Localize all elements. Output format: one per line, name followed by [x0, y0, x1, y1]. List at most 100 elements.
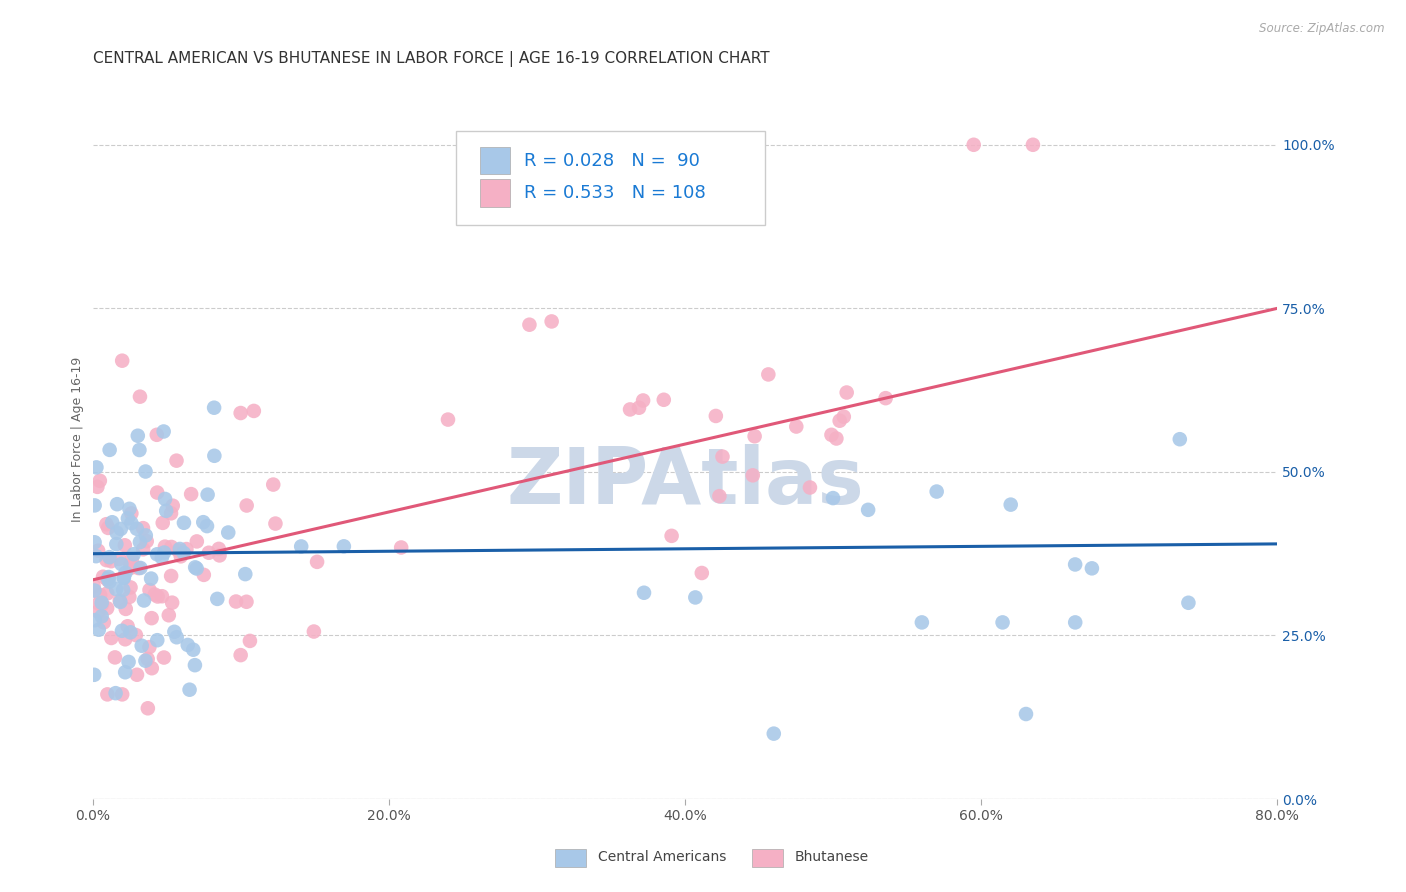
Point — [235, 595, 257, 609]
Point — [1064, 615, 1087, 630]
Point — [184, 560, 207, 574]
Point — [93, 615, 115, 630]
Point — [111, 624, 134, 638]
Point — [120, 507, 142, 521]
Point — [114, 602, 136, 616]
Point — [1081, 561, 1104, 575]
Point — [120, 625, 142, 640]
Point — [160, 569, 183, 583]
Point — [437, 412, 460, 426]
Point — [146, 633, 169, 648]
Point — [111, 353, 134, 368]
Point — [856, 503, 879, 517]
Point — [875, 391, 897, 405]
Point — [821, 491, 844, 505]
Point — [96, 553, 118, 567]
Point — [135, 528, 157, 542]
Point — [208, 549, 231, 563]
Point — [177, 638, 200, 652]
Point — [302, 624, 325, 639]
Point — [131, 639, 153, 653]
Point — [217, 525, 239, 540]
Point — [176, 542, 198, 557]
Text: Central Americans: Central Americans — [598, 850, 725, 864]
Point — [540, 314, 562, 328]
Point — [114, 566, 136, 580]
Point — [389, 541, 412, 555]
Point — [828, 414, 851, 428]
Point — [96, 517, 118, 532]
Point — [167, 543, 190, 558]
Point — [1000, 498, 1022, 512]
Point — [619, 402, 641, 417]
Point — [631, 393, 654, 408]
Point — [135, 465, 157, 479]
Point — [157, 608, 180, 623]
Point — [120, 561, 142, 575]
Bar — [479, 179, 509, 207]
Point — [96, 687, 118, 701]
Point — [685, 591, 707, 605]
Point — [110, 522, 132, 536]
Point — [129, 390, 152, 404]
Point — [170, 549, 193, 564]
Point — [160, 540, 183, 554]
Point — [87, 543, 110, 558]
Point — [98, 550, 121, 565]
Point — [762, 726, 785, 740]
Point — [163, 624, 186, 639]
Point — [136, 652, 159, 666]
Point — [97, 521, 120, 535]
Point — [96, 586, 118, 600]
Point — [333, 539, 356, 553]
Point — [925, 484, 948, 499]
Point — [180, 487, 202, 501]
Point — [627, 401, 650, 415]
Point — [83, 613, 105, 627]
Point — [186, 561, 208, 575]
Point — [744, 429, 766, 443]
Point — [114, 538, 136, 552]
Point — [125, 628, 148, 642]
Point — [90, 609, 112, 624]
Point — [91, 570, 114, 584]
Point — [709, 489, 731, 503]
Point — [112, 571, 135, 585]
Point — [118, 590, 141, 604]
Point — [98, 574, 121, 589]
Bar — [479, 147, 509, 174]
Point — [84, 549, 107, 564]
Point — [108, 593, 131, 607]
Point — [86, 460, 108, 475]
Point — [141, 661, 163, 675]
Point — [83, 499, 105, 513]
Point — [105, 497, 128, 511]
Point — [166, 630, 188, 644]
Point — [104, 686, 127, 700]
Point — [100, 554, 122, 568]
Point — [120, 558, 142, 573]
Point — [184, 658, 207, 673]
Point — [1015, 706, 1038, 721]
Point — [198, 546, 221, 560]
Point — [87, 597, 110, 611]
Point — [97, 572, 120, 586]
Point — [146, 427, 169, 442]
Point — [155, 504, 177, 518]
Point — [202, 449, 225, 463]
Point — [290, 540, 312, 554]
Point — [98, 442, 121, 457]
Point — [264, 516, 287, 531]
Y-axis label: In Labor Force | Age 16-19: In Labor Force | Age 16-19 — [72, 357, 84, 522]
Point — [307, 555, 329, 569]
Point — [153, 650, 176, 665]
Point — [105, 582, 128, 596]
Point — [169, 541, 191, 556]
Point — [741, 468, 763, 483]
Point — [97, 570, 120, 584]
Point — [134, 654, 156, 668]
Point — [235, 499, 257, 513]
Point — [711, 450, 734, 464]
Point — [690, 566, 713, 580]
Point — [150, 550, 173, 565]
